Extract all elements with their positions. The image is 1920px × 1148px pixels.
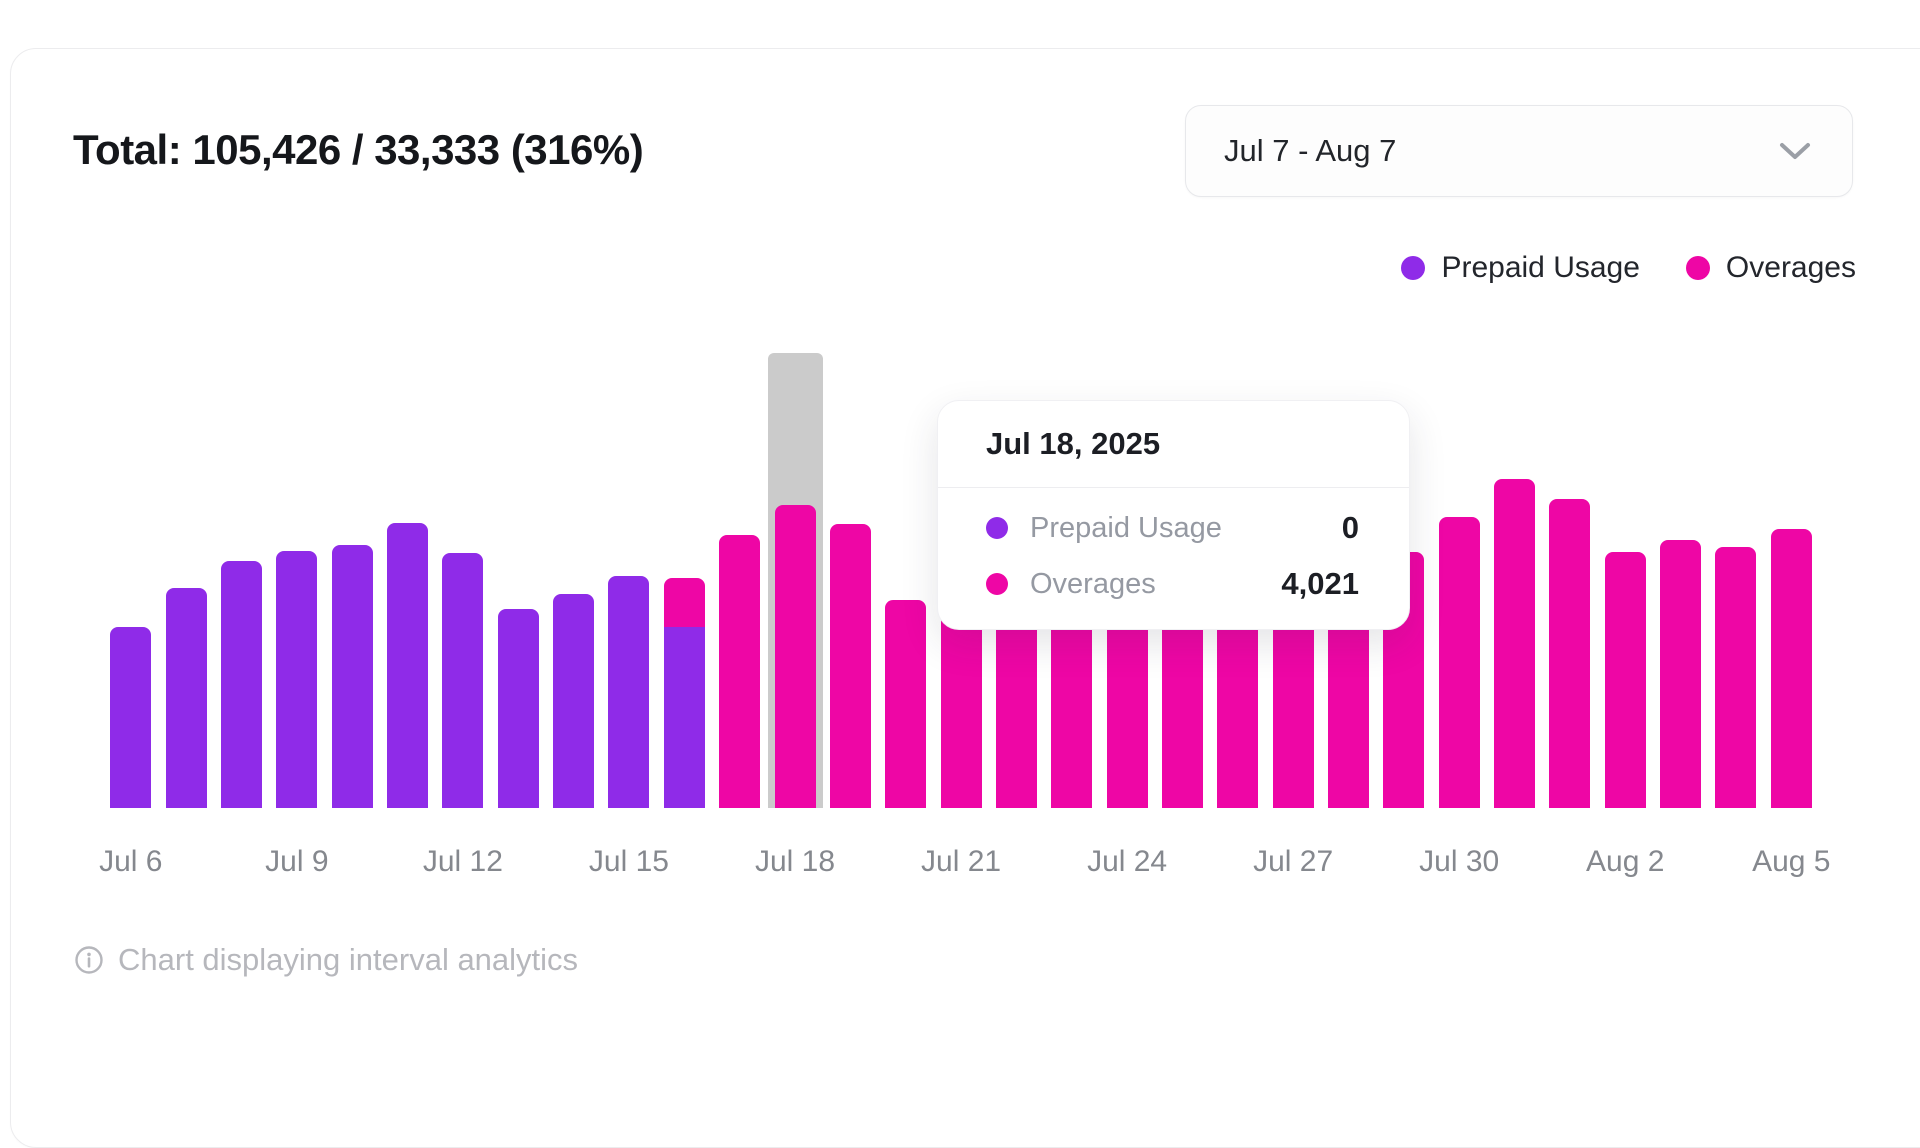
- x-tick-jul-30: Jul 30: [1419, 845, 1500, 878]
- legend-item-prepaid-usage[interactable]: Prepaid Usage: [1401, 251, 1640, 285]
- tooltip-date: Jul 18, 2025: [986, 426, 1161, 461]
- chart-plot-area: [0, 350, 1920, 808]
- bar-jul-17[interactable]: [719, 535, 761, 808]
- bar-jul-19[interactable]: [829, 524, 871, 808]
- bar-jul-21[interactable]: [940, 612, 982, 808]
- bar-jul-27[interactable]: [1272, 615, 1314, 808]
- bar-aug-3[interactable]: [1660, 540, 1702, 808]
- bar-jul-24[interactable]: [1106, 614, 1148, 808]
- bar-jul-12[interactable]: [442, 553, 484, 808]
- bar-jul-13[interactable]: [497, 609, 539, 808]
- bar-jul-7[interactable]: [165, 588, 207, 808]
- bar-segment-overages: [663, 578, 705, 627]
- overages-dot-icon: [1685, 256, 1710, 280]
- bar-jul-8[interactable]: [221, 561, 262, 808]
- bar-segment-overages: [1549, 499, 1591, 808]
- bar-jul-6[interactable]: [110, 627, 152, 808]
- bar-segment-overages: [885, 600, 927, 808]
- x-tick-jul-27: Jul 27: [1253, 845, 1334, 878]
- x-tick-jul-21: Jul 21: [921, 845, 1002, 878]
- bar-segment-prepaid: [442, 553, 484, 808]
- bar-segment-overages: [1604, 552, 1646, 808]
- bar-aug-5[interactable]: [1770, 529, 1812, 808]
- bar-segment-overages: [774, 505, 816, 808]
- bar-segment-overages: [1161, 608, 1203, 808]
- bar-jul-26[interactable]: [1217, 612, 1259, 808]
- bar-segment-prepaid: [497, 609, 539, 808]
- bar-segment-overages: [940, 612, 982, 808]
- bar-jul-20[interactable]: [885, 600, 927, 808]
- bar-jul-9[interactable]: [276, 551, 318, 808]
- x-tick-jul-9: Jul 9: [265, 845, 329, 878]
- bar-segment-prepaid: [221, 561, 262, 808]
- bar-segment-prepaid: [663, 627, 705, 808]
- bar-jul-11[interactable]: [387, 523, 429, 808]
- bar-segment-prepaid: [387, 523, 429, 808]
- bar-segment-overages: [1051, 610, 1093, 808]
- x-tick-jul-15: Jul 15: [588, 845, 669, 878]
- bar-jul-18[interactable]: [774, 505, 816, 808]
- legend-label-overages: Overages: [1725, 251, 1856, 284]
- bar-segment-overages: [1106, 614, 1148, 808]
- bar-jul-31[interactable]: [1494, 479, 1536, 808]
- x-tick-jul-18: Jul 18: [754, 845, 836, 878]
- bar-segment-overages: [1272, 615, 1314, 808]
- bar-jul-15[interactable]: [608, 576, 650, 808]
- bar-segment-overages: [1715, 547, 1757, 808]
- chart-caption: Chart displaying interval analytics: [74, 942, 578, 978]
- tooltip-divider: [938, 487, 1409, 488]
- bar-segment-overages: [1328, 609, 1369, 808]
- bar-segment-overages: [1770, 529, 1812, 808]
- legend-label-prepaid: Prepaid Usage: [1441, 251, 1640, 284]
- bar-segment-prepaid: [110, 627, 152, 808]
- info-circle-icon: [74, 945, 104, 975]
- date-range-value: Jul 7 - Aug 7: [1224, 133, 1397, 168]
- tooltip-row-prepaid: Prepaid Usage 0: [986, 506, 1359, 550]
- bar-segment-overages: [829, 524, 871, 808]
- legend: Prepaid Usage Overages: [1401, 250, 1856, 286]
- bar-jul-30[interactable]: [1438, 517, 1480, 808]
- prepaid-usage-dot-icon: [1401, 256, 1426, 280]
- overages-dot-icon: [986, 573, 1008, 595]
- total-title: Total: 105,426 / 33,333 (316%): [73, 126, 644, 173]
- bar-segment-prepaid: [331, 545, 373, 808]
- bar-aug-4[interactable]: [1715, 547, 1757, 808]
- chevron-down-icon: [1778, 140, 1812, 162]
- legend-item-overages[interactable]: Overages: [1685, 251, 1856, 285]
- bar-jul-28[interactable]: [1328, 609, 1369, 808]
- bar-aug-1[interactable]: [1549, 499, 1591, 808]
- date-range-dropdown[interactable]: Jul 7 - Aug 7: [1185, 105, 1853, 197]
- tooltip: Jul 18, 2025 Prepaid Usage 0 Overages 4,…: [937, 400, 1410, 630]
- x-tick-jul-12: Jul 12: [422, 845, 503, 878]
- prepaid-usage-dot-icon: [986, 517, 1008, 539]
- bar-jul-25[interactable]: [1161, 608, 1203, 808]
- bar-segment-prepaid: [553, 594, 595, 808]
- bar-jul-16[interactable]: [663, 578, 705, 808]
- bar-segment-overages: [1660, 540, 1702, 808]
- tooltip-row-overages: Overages 4,021: [986, 562, 1359, 606]
- bar-segment-overages: [1217, 612, 1259, 808]
- bar-segment-prepaid: [276, 551, 318, 808]
- x-tick-aug-5: Aug 5: [1752, 845, 1831, 878]
- bar-segment-prepaid: [165, 588, 207, 808]
- bar-jul-10[interactable]: [331, 545, 373, 808]
- x-tick-jul-6: Jul 6: [99, 845, 163, 878]
- bar-segment-prepaid: [608, 576, 650, 808]
- bar-segment-overages: [1494, 479, 1536, 808]
- bar-segment-overages: [719, 535, 761, 808]
- bar-segment-overages: [1438, 517, 1480, 808]
- bar-jul-14[interactable]: [553, 594, 595, 808]
- x-axis: Jul 6 Jul 9 Jul 12 Jul 15 Jul 18 Jul 21 Jul 24…: [0, 845, 1920, 889]
- bar-jul-22[interactable]: [995, 616, 1037, 808]
- bar-jul-23[interactable]: [1051, 610, 1093, 808]
- bar-aug-2[interactable]: [1604, 552, 1646, 808]
- x-tick-jul-24: Jul 24: [1087, 845, 1168, 878]
- x-tick-aug-2: Aug 2: [1586, 845, 1665, 878]
- bar-segment-overages: [995, 616, 1037, 808]
